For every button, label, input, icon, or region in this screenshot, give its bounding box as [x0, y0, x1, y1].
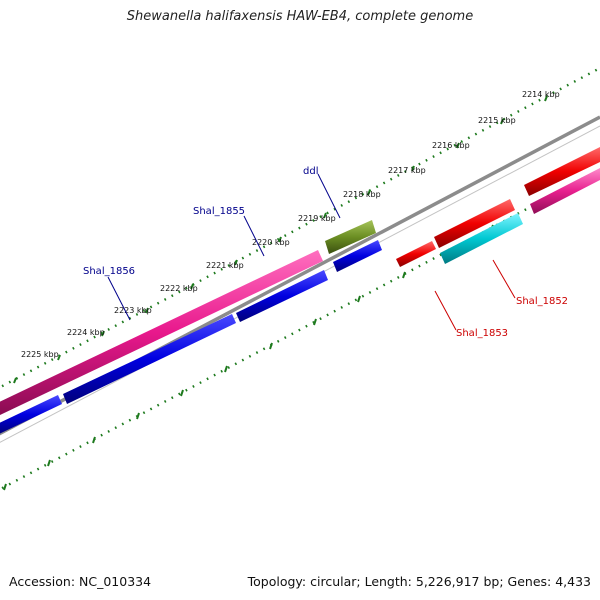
gene-arrow-ddl[interactable] [325, 220, 376, 254]
gene-arrow-blue-right[interactable] [333, 240, 382, 272]
ruler-tick-labels: 2214 kbp 2215 kbp 2216 kbp 2217 kbp 2218… [21, 90, 560, 359]
gene-arrow-cyan-shal-1853[interactable] [440, 213, 523, 264]
gene-arrow-pink-shal-1855[interactable] [0, 250, 323, 415]
gene-arrow-red-shal-1853-b[interactable] [434, 199, 515, 248]
gene-label-shal-1855[interactable]: Shal_1855 [193, 206, 245, 217]
tick-label: 2214 kbp [522, 90, 560, 99]
gene-arrow-blue-shal-1856[interactable] [63, 314, 236, 404]
gene-label-shal-1853[interactable]: Shal_1853 [456, 328, 508, 339]
tick-label: 2217 kbp [388, 166, 426, 175]
gene-label-shal-1856[interactable]: Shal_1856 [83, 266, 135, 277]
tick-label: 2224 kbp [67, 328, 105, 337]
tick-label: 2220 kbp [252, 238, 290, 247]
gene-label-ddl[interactable]: ddl [303, 166, 318, 177]
genome-backbone [0, 115, 600, 443]
tick-label: 2218 kbp [343, 190, 381, 199]
gene-labels: ddl Shal_1855 Shal_1856 Shal_1852 Shal_1… [83, 166, 568, 339]
gene-arrow-red-shal-1852[interactable] [524, 147, 600, 196]
gene-arrow-magenta-shal-1852[interactable] [530, 168, 600, 214]
outer-major-ticks [13, 95, 548, 384]
gene-arrow-red-shal-1853-a[interactable] [396, 241, 436, 267]
gene-arrow-blue-left[interactable] [0, 395, 62, 434]
label-leaders [107, 173, 516, 331]
reverse-strand-genes [396, 147, 600, 267]
forward-strand-genes [0, 220, 382, 434]
tick-label: 2221 kbp [206, 261, 244, 270]
tick-label: 2225 kbp [21, 350, 59, 359]
accession-text: Accession: NC_010334 [9, 574, 152, 589]
map-title: Shewanella halifaxensis HAW-EB4, complet… [126, 9, 474, 24]
genome-summary-text: Topology: circular; Length: 5,226,917 bp… [247, 574, 591, 589]
tick-label: 2215 kbp [478, 116, 516, 125]
gene-label-shal-1852[interactable]: Shal_1852 [516, 296, 568, 307]
gene-arrow-blue-shal-1855[interactable] [236, 270, 328, 322]
tick-label: 2216 kbp [432, 141, 470, 150]
tick-label: 2222 kbp [160, 284, 198, 293]
tick-label: 2219 kbp [298, 214, 336, 223]
tick-label: 2223 kbp [114, 306, 152, 315]
